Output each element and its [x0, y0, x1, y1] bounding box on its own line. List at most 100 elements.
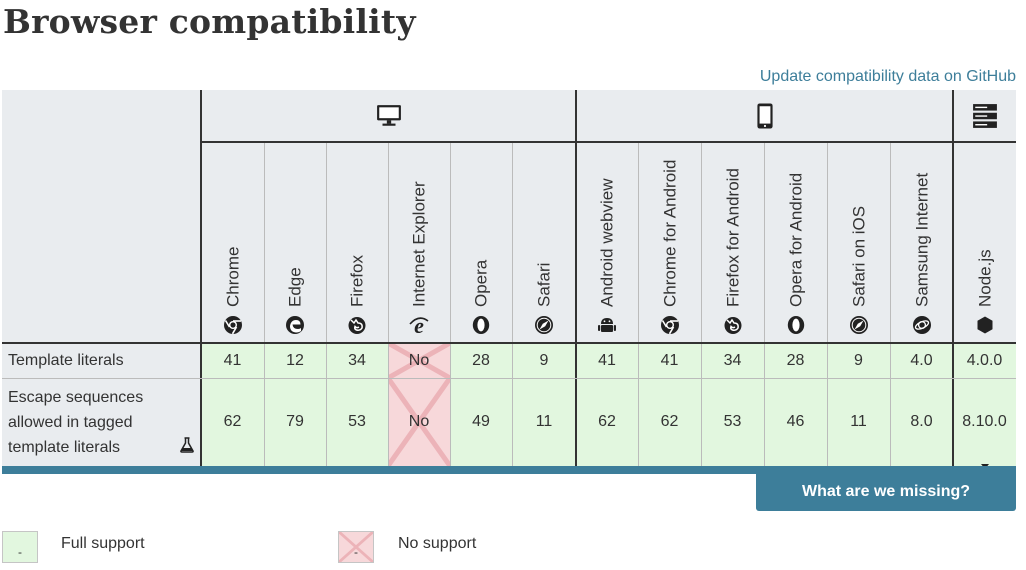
- edge-icon: [285, 315, 305, 335]
- browser-header-chrome: Chrome: [201, 142, 264, 343]
- page-title: Browser compatibility: [3, 2, 416, 41]
- server-icon: [972, 103, 998, 129]
- support-value: 12: [286, 351, 304, 369]
- support-cell[interactable]: 28: [450, 343, 512, 378]
- grid-line: [2, 378, 1016, 379]
- browser-name-label: Edge: [285, 267, 305, 307]
- support-value: 46: [786, 413, 805, 430]
- support-cell[interactable]: 41: [576, 343, 638, 378]
- support-cell[interactable]: 46: [764, 378, 827, 466]
- feature-header-cell: [2, 90, 201, 343]
- support-cell[interactable]: 11: [827, 378, 890, 466]
- browser-name-label: Opera: [471, 259, 491, 307]
- support-value: 41: [660, 351, 679, 369]
- grid-line: [575, 90, 577, 466]
- browser-header-samsung-internet: Samsung Internet: [890, 142, 953, 343]
- browser-header-edge: Edge: [264, 142, 326, 343]
- what-are-we-missing-button[interactable]: What are we missing?: [756, 472, 1016, 511]
- support-value: 49: [472, 413, 490, 430]
- support-value: 8.10.0: [962, 413, 1007, 430]
- support-value: 11: [535, 413, 553, 430]
- support-value: 28: [786, 351, 805, 369]
- support-cell[interactable]: 53: [701, 378, 764, 466]
- support-cell[interactable]: 41: [638, 343, 701, 378]
- browser-name-label: Chrome: [223, 246, 242, 307]
- legend-label-full-support: Full support: [61, 535, 145, 552]
- support-cell[interactable]: No: [388, 378, 450, 466]
- support-cell[interactable]: 41: [201, 343, 264, 378]
- support-cell[interactable]: 62: [201, 378, 264, 466]
- scroll-down-caret[interactable]: [978, 458, 992, 469]
- ie-icon: e: [409, 313, 429, 338]
- support-value: 28: [472, 351, 490, 369]
- browser-header-chrome-for-android: Chrome for Android: [638, 142, 701, 343]
- grid-line: [2, 342, 1016, 344]
- browser-header-safari: Safari: [512, 142, 576, 343]
- support-value: 34: [348, 351, 366, 369]
- feature-name-cell: Template literals: [2, 343, 201, 378]
- support-cell[interactable]: 53: [326, 378, 388, 466]
- support-value: 9: [539, 351, 549, 369]
- platform-desktop: [201, 90, 576, 142]
- grid-line: [326, 142, 327, 466]
- browser-header-opera-for-android: Opera for Android: [764, 142, 827, 343]
- support-cell[interactable]: 9: [512, 343, 576, 378]
- support-cell[interactable]: 34: [701, 343, 764, 378]
- grid-line: [450, 142, 451, 466]
- legend-swatch-no-support: -: [338, 531, 374, 563]
- grid-line: [388, 142, 389, 466]
- browser-name-label: Safari: [534, 262, 554, 307]
- grid-line: [264, 142, 265, 466]
- support-value: 34: [723, 351, 742, 369]
- compat-table: Chrome Edge Firefox Internet Explorer e Opera…: [2, 90, 1016, 474]
- update-compat-data-link[interactable]: Update compatibility data on GitHub: [759, 68, 1016, 85]
- platform-mobile: [576, 90, 953, 142]
- support-cell[interactable]: 4.0: [890, 343, 953, 378]
- support-value: 79: [286, 413, 304, 430]
- firefox-icon: [347, 315, 367, 335]
- support-value: 4.0.0: [966, 351, 1003, 369]
- android-icon: [597, 315, 617, 335]
- support-value: No: [408, 351, 430, 369]
- browser-name-label: Firefox: [347, 255, 367, 307]
- samsung-icon: [912, 315, 932, 335]
- firefox-icon: [723, 315, 743, 335]
- feature-name: Template literals: [8, 352, 124, 369]
- grid-line: [952, 90, 954, 466]
- browser-header-internet-explorer: Internet Explorer e: [388, 142, 450, 343]
- browser-header-firefox-for-android: Firefox for Android: [701, 142, 764, 343]
- support-value: 11: [850, 413, 867, 430]
- support-cell[interactable]: 34: [326, 343, 388, 378]
- browser-name-label: Samsung Internet: [912, 172, 931, 307]
- browser-name-label: Internet Explorer: [409, 181, 429, 307]
- grid-line: [512, 142, 513, 466]
- chrome-icon: [660, 315, 680, 335]
- support-cell[interactable]: 62: [638, 378, 701, 466]
- support-value: 9: [854, 351, 863, 369]
- grid-line: [638, 142, 639, 466]
- support-cell[interactable]: 49: [450, 378, 512, 466]
- browser-header-firefox: Firefox: [326, 142, 388, 343]
- table-bottom-band: [2, 466, 1016, 474]
- browser-header-opera: Opera: [450, 142, 512, 343]
- support-value: 41: [223, 351, 242, 369]
- support-cell[interactable]: 11: [512, 378, 576, 466]
- support-cell[interactable]: 8.0: [890, 378, 953, 466]
- support-cell[interactable]: No: [388, 343, 450, 378]
- support-cell[interactable]: 62: [576, 378, 638, 466]
- browser-name-label: Android webview: [597, 178, 617, 307]
- browser-name-label: Firefox for Android: [723, 168, 742, 307]
- safari-icon: [849, 315, 869, 335]
- grid-line: [701, 142, 702, 466]
- grid-line: [890, 142, 891, 466]
- support-cell[interactable]: 8.10.0: [953, 378, 1016, 466]
- support-cell[interactable]: 28: [764, 343, 827, 378]
- support-cell[interactable]: 12: [264, 343, 326, 378]
- desktop-icon: [376, 103, 402, 129]
- support-cell[interactable]: 79: [264, 378, 326, 466]
- support-cell[interactable]: 9: [827, 343, 890, 378]
- safari-icon: [534, 315, 554, 335]
- browser-header-android-webview: Android webview: [576, 142, 638, 343]
- support-cell[interactable]: 4.0.0: [953, 343, 1016, 378]
- grid-line: [764, 142, 765, 466]
